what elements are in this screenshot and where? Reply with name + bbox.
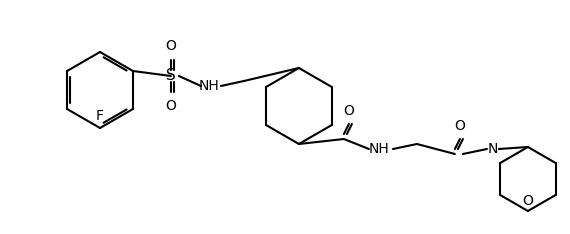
Text: O: O [454, 119, 465, 133]
Text: NH: NH [369, 142, 389, 156]
Text: O: O [523, 194, 534, 208]
Text: O: O [344, 104, 355, 118]
Text: NH: NH [198, 79, 219, 93]
Text: O: O [165, 39, 176, 53]
Text: O: O [165, 99, 176, 113]
Text: S: S [166, 69, 176, 84]
Text: F: F [96, 109, 104, 123]
Text: N: N [488, 142, 498, 156]
